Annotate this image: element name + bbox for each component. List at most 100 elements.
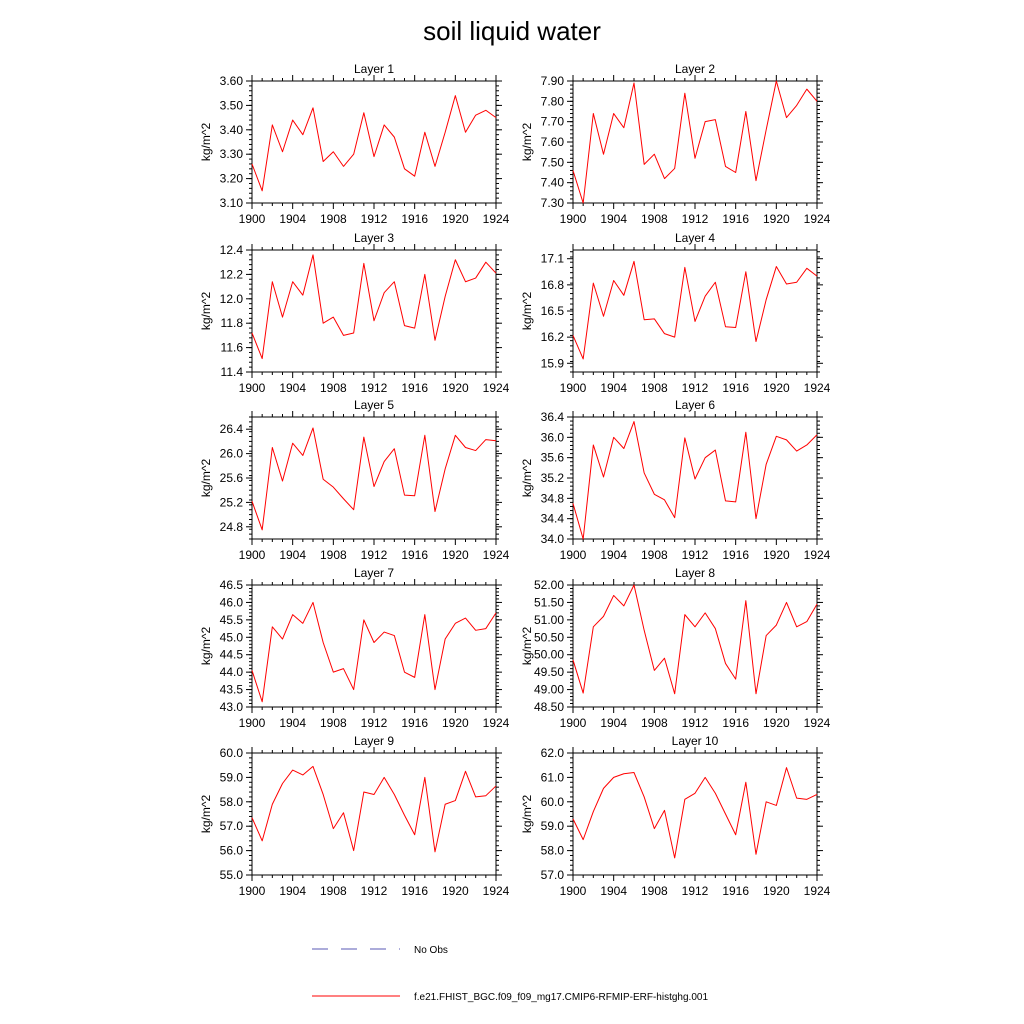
- legend-no-obs-label: No Obs: [414, 945, 448, 956]
- x-tick-label: 1912: [361, 212, 388, 226]
- x-tick-label: 1904: [279, 212, 306, 226]
- x-tick-label: 1912: [682, 548, 709, 562]
- x-tick-label: 1900: [239, 716, 266, 730]
- y-tick-label: 3.10: [220, 196, 244, 210]
- x-tick-label: 1904: [279, 381, 306, 395]
- x-tick-label: 1904: [279, 548, 306, 562]
- x-tick-label: 1924: [804, 884, 831, 898]
- x-tick-label: 1900: [560, 884, 587, 898]
- panel-layer-4: Layer 4 kg/m^2 1900 1904 1908 1912 1916 1920 192…: [520, 231, 831, 395]
- x-tick-label: 1912: [361, 548, 388, 562]
- x-tick-label: 1904: [600, 212, 627, 226]
- x-tick-label: 1908: [641, 884, 668, 898]
- x-tick-label: 1916: [401, 884, 428, 898]
- panels: Layer 1 kg/m^2 1900 1904 1908 1912 1916 1920 192…: [199, 62, 831, 898]
- legend: No Obs f.e21.FHIST_BGC.f09_f09_mg17.CMIP…: [312, 945, 708, 1003]
- series-line: [251, 601, 497, 703]
- x-tick-label: 1920: [763, 381, 790, 395]
- x-tick-label: 1924: [804, 548, 831, 562]
- plot-frame: [251, 584, 497, 708]
- panel-title: Layer 3: [354, 231, 394, 245]
- x-tick-label: 1912: [682, 716, 709, 730]
- x-tick-label: 1908: [641, 212, 668, 226]
- y-tick-label: 3.60: [220, 74, 244, 88]
- y-tick-label: 12.2: [220, 267, 244, 281]
- y-axis-label: kg/m^2: [520, 795, 534, 834]
- y-tick-label: 11.8: [221, 316, 244, 330]
- y-tick-label: 36.0: [541, 430, 565, 444]
- y-tick-label: 44.0: [220, 665, 244, 679]
- figure-title: soil liquid water: [423, 16, 601, 46]
- y-axis-label: kg/m^2: [520, 123, 534, 162]
- panel-layer-7: Layer 7 kg/m^2 1900 1904 1908 1912 1916 1920 192…: [199, 566, 510, 730]
- y-tick-label: 3.20: [220, 172, 244, 186]
- x-tick-label: 1916: [722, 716, 749, 730]
- y-tick-label: 50.00: [534, 648, 564, 662]
- x-tick-label: 1920: [763, 884, 790, 898]
- plot-frame: [251, 752, 497, 876]
- y-tick-label: 25.6: [220, 471, 244, 485]
- y-axis-label: kg/m^2: [520, 292, 534, 331]
- panel-layer-5: Layer 5 kg/m^2 1900 1904 1908 1912 1916 1920 192…: [199, 398, 510, 562]
- series-line: [572, 767, 818, 859]
- y-axis-label: kg/m^2: [199, 123, 213, 162]
- series-line: [251, 427, 497, 531]
- y-tick-label: 16.2: [541, 330, 565, 344]
- panel-layer-1: Layer 1 kg/m^2 1900 1904 1908 1912 1916 1920 192…: [199, 62, 510, 226]
- x-tick-label: 1916: [401, 212, 428, 226]
- y-tick-label: 3.30: [220, 147, 244, 161]
- y-tick-label: 46.5: [220, 578, 244, 592]
- x-tick-label: 1908: [320, 548, 347, 562]
- y-tick-label: 61.0: [541, 770, 565, 784]
- x-tick-label: 1900: [560, 381, 587, 395]
- y-tick-label: 34.0: [541, 532, 565, 546]
- panel-title: Layer 7: [354, 566, 394, 580]
- x-tick-label: 1924: [483, 548, 510, 562]
- y-tick-label: 7.50: [541, 155, 565, 169]
- x-tick-label: 1912: [682, 884, 709, 898]
- panel-title: Layer 4: [675, 231, 715, 245]
- panel-layer-9: Layer 9 kg/m^2 1900 1904 1908 1912 1916 1920 192…: [199, 734, 510, 898]
- y-tick-label: 57.0: [220, 819, 244, 833]
- y-axis-label: kg/m^2: [520, 627, 534, 666]
- y-axis-label: kg/m^2: [199, 292, 213, 331]
- y-tick-label: 48.50: [534, 700, 564, 714]
- plot-frame: [251, 416, 497, 540]
- y-axis-label: kg/m^2: [199, 627, 213, 666]
- y-tick-label: 57.0: [541, 868, 565, 882]
- y-tick-label: 60.0: [220, 746, 244, 760]
- y-tick-label: 43.0: [220, 700, 244, 714]
- x-tick-label: 1920: [442, 212, 469, 226]
- series-line: [251, 765, 497, 853]
- x-tick-label: 1920: [763, 716, 790, 730]
- panel-title: Layer 9: [354, 734, 394, 748]
- x-tick-label: 1900: [239, 884, 266, 898]
- y-tick-label: 11.6: [221, 341, 244, 355]
- x-tick-label: 1908: [320, 884, 347, 898]
- x-tick-label: 1908: [641, 716, 668, 730]
- y-tick-label: 7.30: [541, 196, 565, 210]
- x-tick-label: 1916: [722, 212, 749, 226]
- x-tick-label: 1916: [401, 381, 428, 395]
- series-line: [572, 584, 818, 695]
- x-tick-label: 1908: [641, 381, 668, 395]
- series-line: [572, 260, 818, 360]
- y-tick-label: 36.4: [541, 410, 565, 424]
- y-tick-label: 49.00: [534, 683, 564, 697]
- series-line: [251, 95, 497, 192]
- x-tick-label: 1916: [722, 548, 749, 562]
- plot-frame: [572, 80, 818, 204]
- y-tick-label: 16.8: [541, 278, 565, 292]
- y-tick-label: 45.5: [220, 613, 244, 627]
- x-tick-label: 1916: [722, 884, 749, 898]
- y-tick-label: 15.9: [541, 356, 565, 370]
- panel-layer-6: Layer 6 kg/m^2 1900 1904 1908 1912 1916 1920 192…: [520, 398, 831, 562]
- y-axis-label: kg/m^2: [199, 795, 213, 834]
- x-tick-label: 1912: [682, 381, 709, 395]
- y-tick-label: 35.6: [541, 451, 565, 465]
- y-tick-label: 52.00: [534, 578, 564, 592]
- x-tick-label: 1904: [600, 548, 627, 562]
- y-tick-label: 51.00: [534, 613, 564, 627]
- x-tick-label: 1908: [320, 716, 347, 730]
